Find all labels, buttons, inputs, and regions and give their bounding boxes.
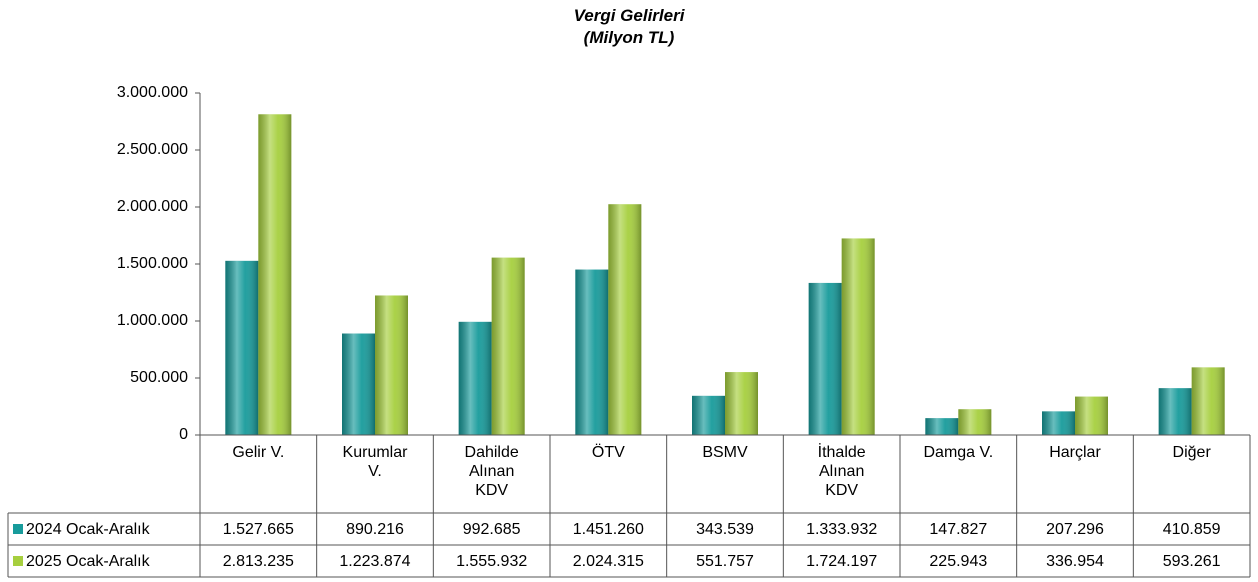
y-tick-label: 1.000.000 bbox=[116, 312, 188, 329]
bar-shade bbox=[225, 260, 259, 435]
bar-shade bbox=[608, 204, 642, 435]
x-tick-label: Harçlar bbox=[1049, 444, 1101, 461]
bar-shade bbox=[925, 418, 959, 435]
chart-subtitle: (Milyon TL) bbox=[583, 28, 675, 47]
bar-shade bbox=[1158, 388, 1192, 435]
bar-shade bbox=[808, 282, 842, 435]
legend-label: 2025 Ocak-Aralık bbox=[26, 553, 150, 570]
table-cell: 1.223.874 bbox=[339, 553, 411, 570]
table-cell: 992.685 bbox=[462, 521, 521, 538]
bar-shade bbox=[841, 238, 875, 435]
table-cell: 2.813.235 bbox=[222, 553, 294, 570]
table-cell: 225.943 bbox=[929, 553, 988, 570]
x-tick-label: Kurumlar V. bbox=[342, 444, 408, 480]
y-tick-label: 3.000.000 bbox=[116, 84, 188, 101]
y-tick-label: 1.500.000 bbox=[116, 255, 188, 272]
bar-shade bbox=[458, 321, 492, 435]
table-cell: 410.859 bbox=[1162, 521, 1221, 538]
y-tick-label: 2.500.000 bbox=[116, 141, 188, 158]
table-cell: 1.724.197 bbox=[806, 553, 878, 570]
table-cell: 147.827 bbox=[929, 521, 988, 538]
y-tick-label: 0 bbox=[179, 426, 188, 443]
table-cell: 2.024.315 bbox=[572, 553, 644, 570]
x-tick-label: Gelir V. bbox=[232, 444, 285, 461]
table-cell: 551.757 bbox=[696, 553, 754, 570]
x-tick-label: Damga V. bbox=[923, 444, 994, 461]
bar-shade bbox=[1075, 396, 1108, 435]
bar-shade bbox=[725, 372, 758, 435]
y-tick-label: 500.000 bbox=[130, 369, 188, 386]
table-cell: 1.333.932 bbox=[806, 521, 878, 538]
bar-shade bbox=[575, 269, 609, 435]
bar-shade bbox=[1042, 411, 1075, 435]
bar-shade bbox=[1191, 367, 1225, 435]
chart-title: Vergi Gelirleri bbox=[573, 6, 685, 25]
table-cell: 1.451.260 bbox=[572, 521, 644, 538]
x-tick-label: ÖTV bbox=[591, 444, 625, 461]
x-tick-label: Dahilde Alınan KDV bbox=[464, 444, 519, 499]
table-cell: 593.261 bbox=[1162, 553, 1221, 570]
y-tick-label: 2.000.000 bbox=[116, 198, 188, 215]
table-cell: 343.539 bbox=[696, 521, 754, 538]
table-cell: 1.527.665 bbox=[222, 521, 294, 538]
bar-shade bbox=[342, 333, 375, 435]
bar-shade bbox=[258, 114, 292, 436]
bar-shade bbox=[692, 395, 725, 435]
bar-shade bbox=[491, 257, 525, 435]
table-cell: 207.296 bbox=[1046, 521, 1104, 538]
table-cell: 1.555.932 bbox=[456, 553, 528, 570]
table-cell: 890.216 bbox=[346, 521, 404, 538]
legend-marker bbox=[13, 524, 23, 534]
x-tick-label: İthalde Alınan KDV bbox=[817, 444, 866, 499]
table-cell: 336.954 bbox=[1046, 553, 1104, 570]
x-tick-label: Diğer bbox=[1172, 444, 1211, 461]
bar-shade bbox=[375, 295, 408, 435]
legend-marker bbox=[13, 556, 23, 566]
x-tick-label: BSMV bbox=[702, 444, 748, 461]
legend-label: 2024 Ocak-Aralık bbox=[26, 521, 150, 538]
bar-shade bbox=[958, 409, 992, 435]
